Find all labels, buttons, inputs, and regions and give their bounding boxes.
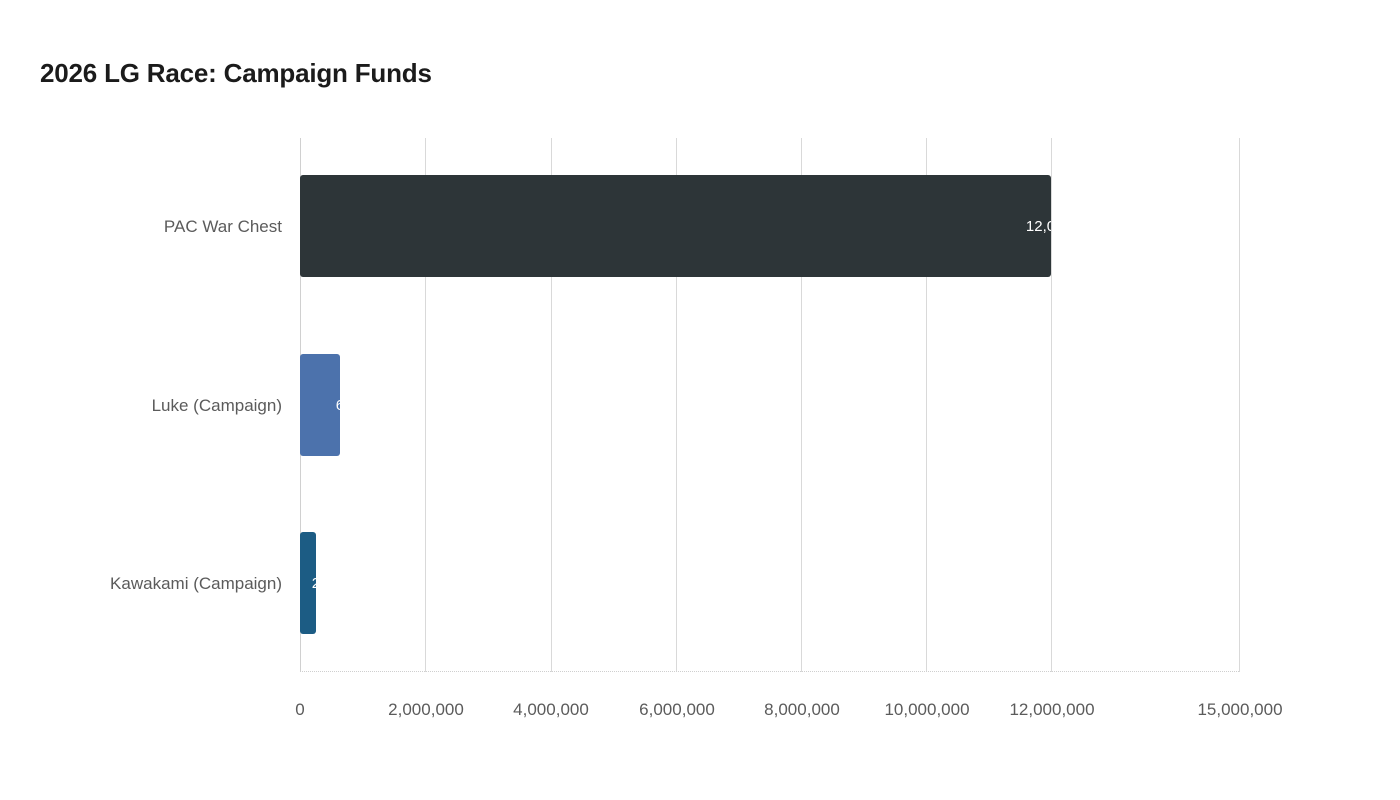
x-tick-label: 8,000,000 [764,700,840,719]
axis-baseline [300,671,1239,672]
gridline-4000000 [551,138,552,672]
x-tick-label: 10,000,000 [884,700,970,719]
x-tick-label: 4,000,000 [513,700,589,719]
x-tick-label: 0 [295,700,305,719]
bar-value-label: 636,000 [335,396,340,414]
y-axis-label-luke-campaign: Luke (Campaign) [151,396,282,415]
bar-kawakami-campaign[interactable]: 255,000 [300,532,316,634]
bar-value-label: 255,000 [311,574,316,592]
page-title: 2026 LG Race: Campaign Funds [40,58,432,88]
x-tick-label: 15,000,000 [1197,700,1283,719]
bar-row: 255,000 [300,532,1239,634]
x-tick-label: 2,000,000 [388,700,464,719]
x-tick-label: 6,000,000 [639,700,715,719]
gridline-15000000 [1239,138,1240,672]
y-axis-label-pac-war-chest: PAC War Chest [163,217,282,236]
bar-luke-campaign[interactable]: 636,000 [300,354,340,456]
bar-value-label: 12,000,000 [1025,217,1051,235]
y-axis-label-kawakami-campaign: Kawakami (Campaign) [110,574,282,593]
bar-pac-war-chest[interactable]: 12,000,000 [300,175,1051,277]
gridline-10000000 [926,138,927,672]
x-tick-label: 12,000,000 [1009,700,1095,719]
bar-row: 12,000,000 [300,175,1239,277]
gridline-6000000 [676,138,677,672]
gridline-12000000 [1051,138,1052,672]
gridline-8000000 [801,138,802,672]
plot-area: 12,000,000 636,000 255,000 [300,138,1240,672]
bar-row: 636,000 [300,354,1239,456]
gridline-2000000 [425,138,426,672]
